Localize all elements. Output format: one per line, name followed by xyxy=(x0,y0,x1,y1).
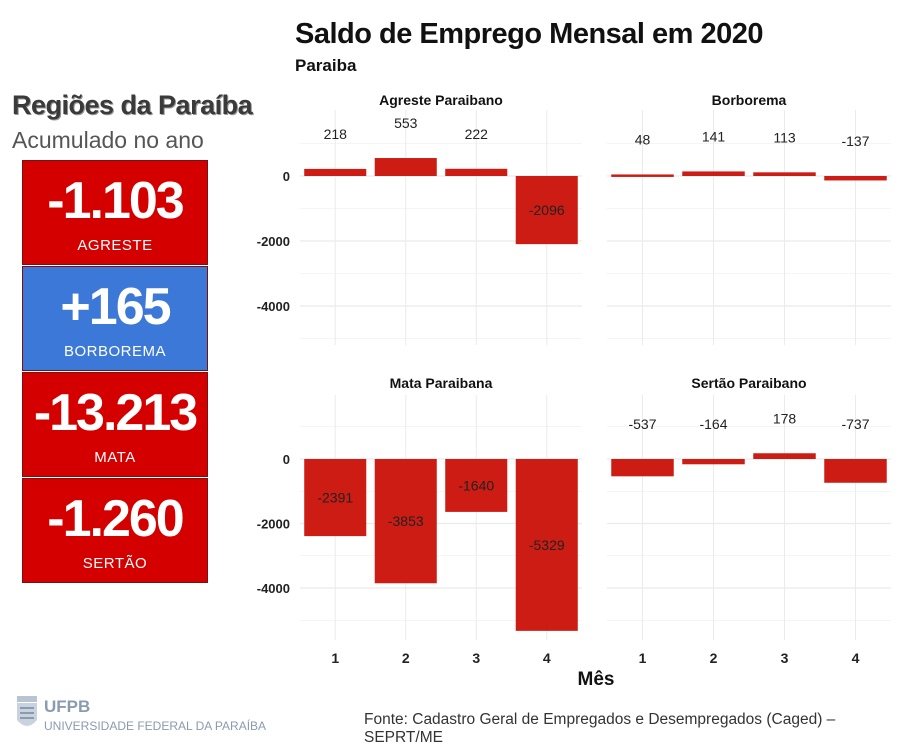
org-full-name: UNIVERSIDADE FEDERAL DA PARAÍBA xyxy=(44,719,267,733)
x-tick-label: 4 xyxy=(852,650,860,666)
x-axis-label: Mês xyxy=(578,669,615,690)
x-tick-label: 3 xyxy=(781,650,789,666)
summary-title: Regiões da Paraíba xyxy=(12,90,253,120)
y-tick-label: -4000 xyxy=(257,581,290,596)
tile-mata: -13.213 MATA xyxy=(22,372,208,477)
x-tick-label: 2 xyxy=(402,650,410,666)
bar xyxy=(753,453,816,459)
x-tick-label: 1 xyxy=(331,650,339,666)
data-label: -2096 xyxy=(529,202,565,218)
x-tick-label: 3 xyxy=(472,650,480,666)
bar xyxy=(611,459,674,477)
bar xyxy=(753,172,816,176)
data-label: -3853 xyxy=(388,513,424,529)
org-short-name: UFPB xyxy=(44,697,91,716)
data-label: -737 xyxy=(841,416,869,432)
data-label: -164 xyxy=(699,416,727,432)
bar xyxy=(682,171,745,176)
tile-value: -13.213 xyxy=(33,384,198,442)
x-tick-label: 1 xyxy=(639,650,647,666)
data-label: 218 xyxy=(324,126,348,142)
bar xyxy=(304,168,367,176)
y-tick-label: -2000 xyxy=(257,234,290,249)
tile-borborema: +165 BORBOREMA xyxy=(22,266,208,371)
bar xyxy=(611,174,674,177)
y-tick-label: 0 xyxy=(283,452,290,467)
data-label: -137 xyxy=(841,133,869,149)
bar xyxy=(374,158,437,176)
bar xyxy=(682,459,745,465)
tile-region: MATA xyxy=(94,449,136,466)
y-tick-label: -4000 xyxy=(257,299,290,314)
data-label: 553 xyxy=(394,115,418,131)
data-label: 222 xyxy=(465,126,489,142)
data-label: 113 xyxy=(773,129,796,145)
y-tick-label: -2000 xyxy=(257,517,290,532)
panel-title: Borborema xyxy=(712,92,787,108)
bar xyxy=(515,176,578,245)
ufpb-logo-icon xyxy=(17,696,37,726)
tile-value: -1.260 xyxy=(47,490,184,548)
data-label: -1640 xyxy=(458,477,494,493)
panel-title: Mata Paraibana xyxy=(390,375,493,391)
bar xyxy=(515,459,578,631)
tile-region: BORBOREMA xyxy=(63,343,166,360)
tile-value: -1.103 xyxy=(47,172,184,230)
data-label: -2391 xyxy=(317,490,353,506)
tile-sertao: -1.260 SERTÃO xyxy=(22,478,208,583)
panel-title: Sertão Paraibano xyxy=(691,375,806,391)
data-label: 141 xyxy=(702,128,726,144)
bar xyxy=(445,459,508,512)
bar xyxy=(304,459,367,537)
y-tick-label: 0 xyxy=(283,169,290,184)
data-label: 48 xyxy=(635,131,651,147)
source-note: Fonte: Cadastro Geral de Empregados e De… xyxy=(364,711,836,746)
tile-region: SERTÃO xyxy=(82,555,148,572)
x-tick-label: 2 xyxy=(710,650,718,666)
data-label: -5329 xyxy=(529,537,565,553)
chart-title: Saldo de Emprego Mensal em 2020 xyxy=(295,18,764,50)
bar xyxy=(374,459,437,584)
tile-value: +165 xyxy=(60,278,171,336)
panel-title: Agreste Paraibano xyxy=(379,92,503,108)
tile-agreste: -1.103 AGRESTE xyxy=(22,160,208,265)
bar xyxy=(824,176,887,181)
tile-region: AGRESTE xyxy=(77,237,153,254)
summary-tiles: -1.103 AGRESTE +165 BORBOREMA -13.213 MA… xyxy=(22,160,208,583)
data-label: -537 xyxy=(628,416,656,432)
bar xyxy=(824,459,887,483)
x-tick-label: 4 xyxy=(543,650,551,666)
summary-subtitle: Acumulado no ano xyxy=(12,127,204,153)
bar xyxy=(445,168,508,176)
chart-subtitle: Paraiba xyxy=(295,56,357,75)
data-label: 178 xyxy=(773,410,797,426)
